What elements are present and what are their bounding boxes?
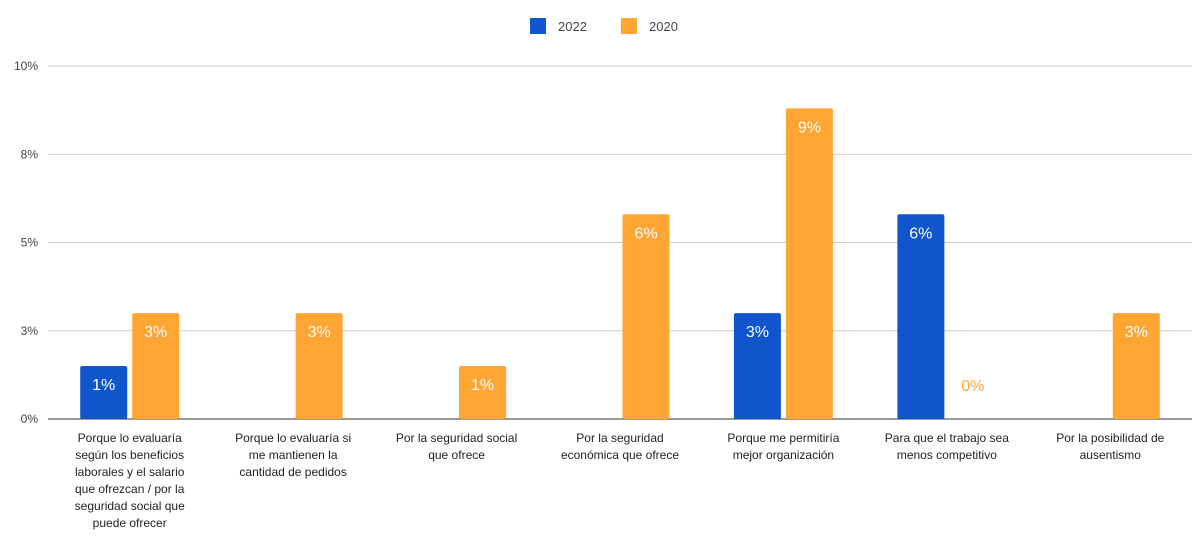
y-tick-label: 3% (21, 324, 39, 338)
legend-label-2022: 2022 (558, 19, 587, 34)
data-labels: 1% 3% 3% 1% 6% 3% 9% 6% 0% 3% (92, 119, 1148, 395)
x-category-label-line: Por la posibilidad de (1056, 431, 1164, 445)
bar-2020 (459, 366, 507, 419)
data-label-2020: 9% (798, 119, 821, 136)
bar-2022 (733, 313, 781, 419)
bar-2022 (80, 366, 128, 419)
data-label-2022: 3% (746, 324, 769, 341)
bars (80, 108, 1160, 420)
y-tick-label: 5% (21, 236, 39, 250)
legend-label-2020: 2020 (649, 19, 678, 34)
x-category-label-line: ausentismo (1080, 448, 1142, 462)
x-category-label-line: Para que el trabajo sea (885, 431, 1009, 445)
x-category-label-line: Por la seguridad (576, 431, 663, 445)
x-category-label-line: Por la seguridad social (396, 431, 517, 445)
x-category-label: Porque lo evaluaría según los beneficios l… (75, 431, 185, 530)
x-category-label: Por la seguridad social que ofrece (396, 431, 517, 462)
bar-2020 (132, 313, 180, 419)
data-label-2020: 3% (144, 324, 167, 341)
data-label-2020: 0% (961, 378, 984, 395)
y-tick-label: 0% (21, 412, 39, 426)
x-category-label-line: me mantienen la (249, 448, 338, 462)
x-category-label: Por la seguridad económica que ofrece (561, 431, 679, 462)
bar-2020 (622, 214, 670, 419)
x-category-label-line: mejor organización (733, 448, 834, 462)
x-category-label-line: según los beneficios (75, 448, 184, 462)
x-category-label-line: que ofrezcan / por la (75, 482, 185, 496)
data-label-2020: 3% (308, 324, 331, 341)
gridlines (48, 65, 1192, 420)
data-label-2020: 1% (471, 377, 494, 394)
data-label-2020: 3% (1125, 324, 1148, 341)
x-axis: Porque lo evaluaría según los beneficios l… (75, 431, 1165, 530)
bar-2022 (897, 214, 945, 419)
x-category-label: Por la posibilidad de ausentismo (1056, 431, 1164, 462)
x-category-label-line: que ofrece (428, 448, 485, 462)
bar-2020 (295, 313, 343, 419)
legend: 2022 2020 (530, 18, 678, 34)
bar-2020 (1112, 313, 1160, 419)
x-category-label: Para que el trabajo sea menos competitivo (885, 431, 1009, 462)
data-label-2022: 6% (909, 225, 932, 242)
x-category-label-line: Porque lo evaluaría si (235, 431, 351, 445)
x-category-label-line: Porque me permitiría (727, 431, 839, 445)
x-category-label-line: puede ofrecer (93, 516, 167, 530)
x-category-label: Porque lo evaluaría si me mantienen la can… (235, 431, 351, 479)
x-category-label-line: cantidad de pedidos (239, 465, 346, 479)
x-category-label-line: laborales y el salario (75, 465, 185, 479)
bar-2020 (785, 108, 833, 420)
x-category-label-line: Porque lo evaluaría (78, 431, 182, 445)
y-axis: 0% 3% 5% 8% 10% (14, 59, 38, 426)
legend-swatch-2020 (621, 18, 637, 34)
y-tick-label: 8% (21, 147, 39, 161)
x-category-label-line: económica que ofrece (561, 448, 679, 462)
x-category-label: Porque me permitiría mejor organización (727, 431, 839, 462)
x-category-label-line: menos competitivo (897, 448, 997, 462)
data-label-2020: 6% (634, 225, 657, 242)
x-category-label-line: seguridad social que (75, 499, 185, 513)
legend-swatch-2022 (530, 18, 546, 34)
data-label-2022: 1% (92, 377, 115, 394)
y-tick-label: 10% (14, 59, 38, 73)
